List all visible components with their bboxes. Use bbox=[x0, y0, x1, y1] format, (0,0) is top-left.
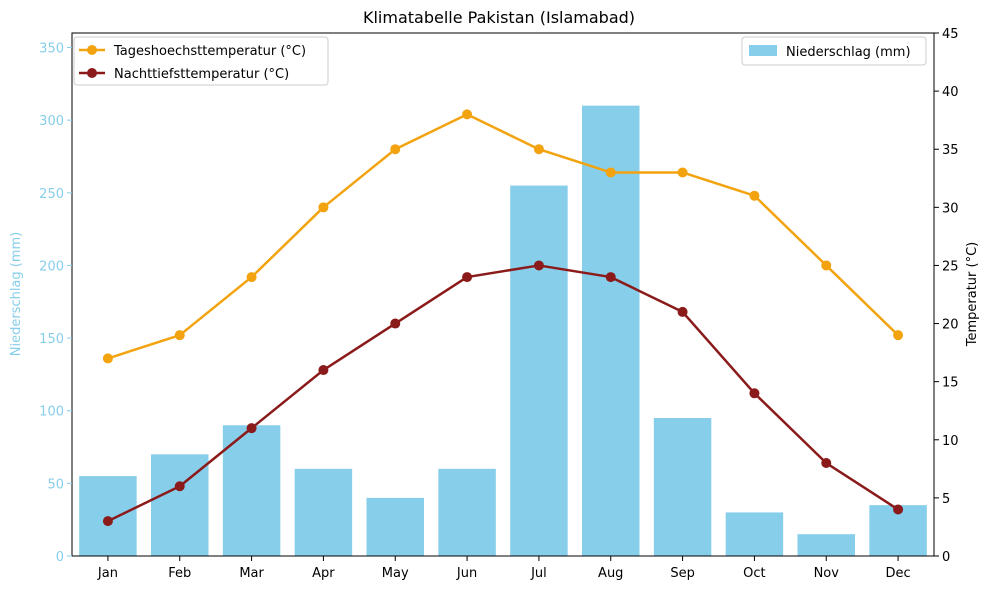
legend-line-min-marker bbox=[87, 68, 97, 78]
legend-line-max-label: Tageshoechsttemperatur (°C) bbox=[113, 44, 306, 59]
line-1-point-aug bbox=[605, 272, 616, 283]
line-0-point-jan bbox=[102, 353, 113, 364]
y-left-tick-label: 250 bbox=[39, 187, 64, 202]
line-0-point-sep bbox=[677, 167, 688, 178]
y-axis-right: 0 5 10 15 20 25 30 35 40 45 bbox=[934, 27, 959, 565]
legend-precipitation-box bbox=[741, 36, 927, 66]
chart-title: Klimatabelle Pakistan (Islamabad) bbox=[363, 8, 635, 27]
line-1-point-dec bbox=[893, 504, 904, 515]
x-tick-label: Mar bbox=[239, 566, 264, 581]
lines-layer bbox=[102, 109, 904, 527]
y-axis-right-label: Temperatur (°C) bbox=[965, 242, 980, 348]
legend-line-max-marker bbox=[87, 45, 97, 55]
line-0-point-oct bbox=[749, 190, 760, 201]
y-right-tick-label: 10 bbox=[942, 434, 959, 449]
y-right-tick-label: 45 bbox=[942, 27, 959, 42]
x-tick-label: Jun bbox=[456, 566, 477, 581]
legend-bar-label: Niederschlag (mm) bbox=[786, 45, 911, 60]
bar-sep bbox=[653, 417, 712, 556]
y-right-tick-label: 25 bbox=[942, 259, 959, 274]
line-0-point-nov bbox=[821, 260, 832, 271]
y-left-tick-label: 300 bbox=[39, 114, 64, 129]
y-left-tick-label: 0 bbox=[56, 550, 64, 565]
line-series-0 bbox=[107, 113, 899, 360]
line-0-point-jun bbox=[462, 109, 473, 120]
line-1-point-nov bbox=[821, 458, 832, 469]
x-axis: Jan Feb Mar Apr May Jun Jul Aug Sep Oct Nov Dec bbox=[97, 556, 911, 581]
line-0-point-feb bbox=[174, 330, 185, 341]
x-tick-label: Apr bbox=[312, 566, 335, 581]
line-1-point-sep bbox=[677, 306, 688, 317]
y-right-tick-label: 0 bbox=[942, 550, 950, 565]
line-1-point-mar bbox=[246, 423, 257, 434]
line-0-point-aug bbox=[605, 167, 616, 178]
line-1-point-jan bbox=[102, 516, 113, 527]
y-right-tick-label: 20 bbox=[942, 318, 959, 333]
legend-temperature-box bbox=[73, 36, 329, 86]
y-left-tick-label: 350 bbox=[39, 42, 64, 57]
y-left-tick-label: 150 bbox=[39, 332, 64, 347]
y-right-tick-label: 15 bbox=[942, 376, 959, 391]
bar-aug bbox=[582, 105, 640, 556]
line-1-point-may bbox=[390, 318, 401, 329]
legend-temperature: Tageshoechsttemperatur (°C) Nachttiefstt… bbox=[73, 36, 329, 86]
line-1-point-jun bbox=[462, 272, 473, 283]
y-right-tick-label: 30 bbox=[942, 201, 959, 216]
y-left-tick-label: 100 bbox=[39, 405, 64, 420]
y-right-tick-label: 40 bbox=[942, 85, 959, 100]
x-tick-label: Oct bbox=[743, 566, 765, 581]
x-tick-label: Jul bbox=[530, 566, 547, 581]
bar-jan bbox=[79, 476, 137, 556]
bar-nov bbox=[797, 534, 855, 556]
bar-jul bbox=[510, 185, 568, 556]
line-series-1 bbox=[107, 264, 899, 523]
bar-jun bbox=[438, 468, 496, 556]
legend-line-min-label: Nachttiefsttemperatur (°C) bbox=[114, 67, 289, 82]
line-1-point-jul bbox=[533, 260, 544, 271]
x-tick-label: Dec bbox=[886, 566, 911, 581]
bars-layer bbox=[79, 105, 927, 556]
bar-mar bbox=[222, 425, 281, 556]
x-tick-label: May bbox=[382, 566, 409, 581]
legend-bar-swatch bbox=[749, 45, 777, 56]
x-tick-label: Aug bbox=[598, 566, 623, 581]
x-tick-label: Nov bbox=[814, 566, 840, 581]
x-tick-label: Sep bbox=[670, 566, 695, 581]
line-0-point-apr bbox=[318, 202, 329, 213]
line-0-point-dec bbox=[893, 330, 904, 341]
x-tick-label: Feb bbox=[168, 566, 191, 581]
plot-frame bbox=[71, 32, 935, 557]
line-1-point-oct bbox=[749, 388, 760, 399]
line-0-point-mar bbox=[246, 272, 257, 283]
y-left-tick-label: 50 bbox=[47, 477, 64, 492]
bar-apr bbox=[294, 468, 353, 556]
line-0-point-may bbox=[390, 144, 401, 155]
y-right-tick-label: 5 bbox=[942, 492, 950, 507]
line-1-point-feb bbox=[174, 481, 185, 492]
x-tick-label: Jan bbox=[97, 566, 118, 581]
legend-precipitation: Niederschlag (mm) bbox=[741, 36, 927, 66]
y-axis-left-label: Niederschlag (mm) bbox=[9, 232, 24, 357]
bar-may bbox=[366, 497, 424, 556]
y-right-tick-label: 35 bbox=[942, 143, 959, 158]
y-axis-left: 0 50 100 150 200 250 300 350 bbox=[39, 42, 72, 565]
line-0-point-jul bbox=[533, 144, 544, 155]
y-left-tick-label: 200 bbox=[39, 259, 64, 274]
bar-oct bbox=[725, 512, 784, 556]
line-1-point-apr bbox=[318, 365, 329, 376]
